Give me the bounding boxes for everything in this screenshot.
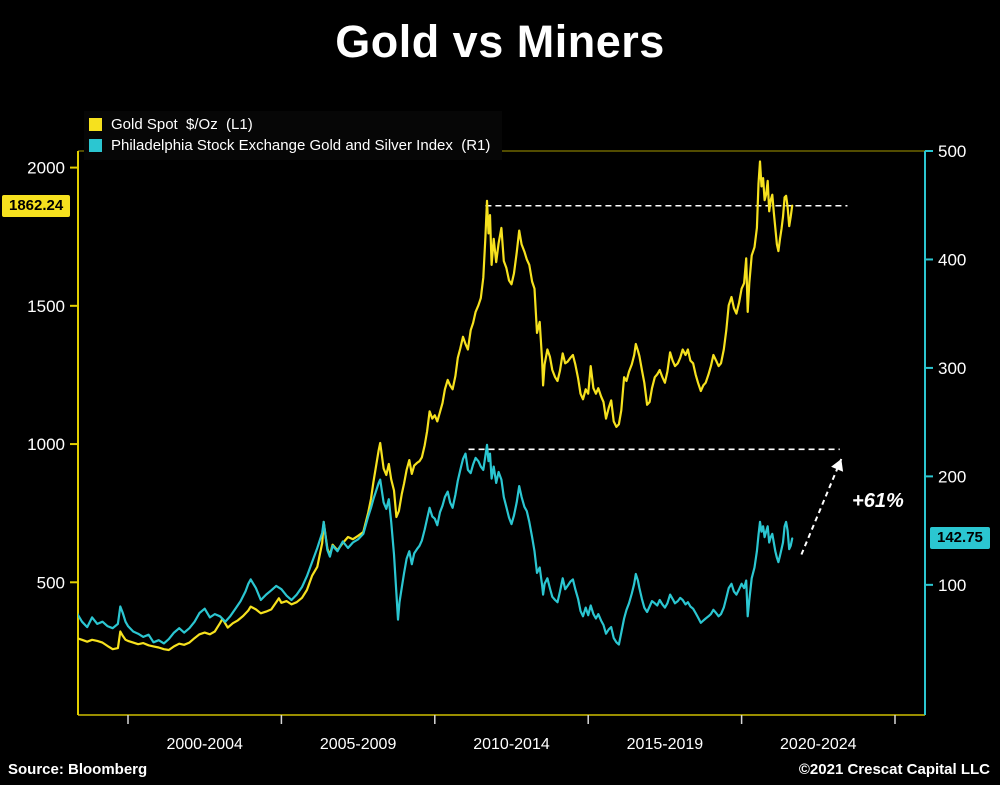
right-axis-tick-label: 400 bbox=[938, 250, 966, 269]
legend: Gold Spot $/Oz (L1) Philadelphia Stock E… bbox=[84, 111, 503, 160]
x-axis-bin-label: 2010-2014 bbox=[473, 736, 550, 753]
legend-label-miners: Philadelphia Stock Exchange Gold and Sil… bbox=[111, 137, 491, 154]
legend-item-miners: Philadelphia Stock Exchange Gold and Sil… bbox=[89, 135, 490, 156]
miners-price-tag: 142.75 bbox=[930, 527, 990, 550]
legend-label-gold: Gold Spot $/Oz (L1) bbox=[111, 116, 253, 133]
x-axis-bin-label: 2005-2009 bbox=[320, 736, 397, 753]
right-axis-tick-label: 500 bbox=[938, 142, 966, 161]
left-axis-tick-label: 1000 bbox=[27, 435, 65, 454]
right-axis-tick-label: 300 bbox=[938, 359, 966, 378]
arrowhead-icon bbox=[831, 459, 844, 472]
breakout-arrow bbox=[800, 458, 843, 555]
x-axis-bin-label: 2020-2024 bbox=[780, 736, 857, 753]
left-axis-tick-label: 500 bbox=[37, 573, 65, 592]
legend-item-gold: Gold Spot $/Oz (L1) bbox=[89, 114, 490, 135]
x-axis-bin-label: 2015-2019 bbox=[627, 736, 704, 753]
right-axis-tick-label: 100 bbox=[938, 576, 966, 595]
copyright-credit: ©2021 Crescat Capital LLC bbox=[798, 761, 990, 778]
miners-series-line bbox=[78, 443, 794, 646]
page-title: Gold vs Miners bbox=[335, 16, 665, 67]
left-axis-tick-label: 2000 bbox=[27, 159, 65, 178]
x-axis-bin-label: 2000-2004 bbox=[166, 736, 243, 753]
gold-price-tag: 1862.24 bbox=[2, 194, 71, 217]
source-credit: Source: Bloomberg bbox=[8, 761, 148, 778]
gold-swatch-icon bbox=[89, 118, 102, 131]
left-axis-tick-label: 1500 bbox=[27, 297, 65, 316]
percent-gain-label: +61% bbox=[852, 490, 904, 512]
gold-series-line bbox=[78, 160, 794, 652]
miners-swatch-icon bbox=[89, 139, 102, 152]
right-axis-tick-label: 200 bbox=[938, 467, 966, 486]
